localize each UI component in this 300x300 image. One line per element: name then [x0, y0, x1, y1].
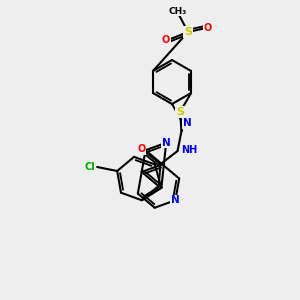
Text: O: O: [137, 144, 146, 154]
Text: S: S: [176, 107, 184, 117]
Text: N: N: [171, 195, 180, 205]
Text: S: S: [184, 27, 192, 37]
Text: NH: NH: [182, 145, 198, 155]
Text: Cl: Cl: [85, 162, 96, 172]
Text: N: N: [162, 138, 170, 148]
Text: O: O: [162, 35, 170, 45]
Text: N: N: [183, 118, 191, 128]
Text: O: O: [204, 23, 212, 33]
Text: CH₃: CH₃: [169, 7, 187, 16]
